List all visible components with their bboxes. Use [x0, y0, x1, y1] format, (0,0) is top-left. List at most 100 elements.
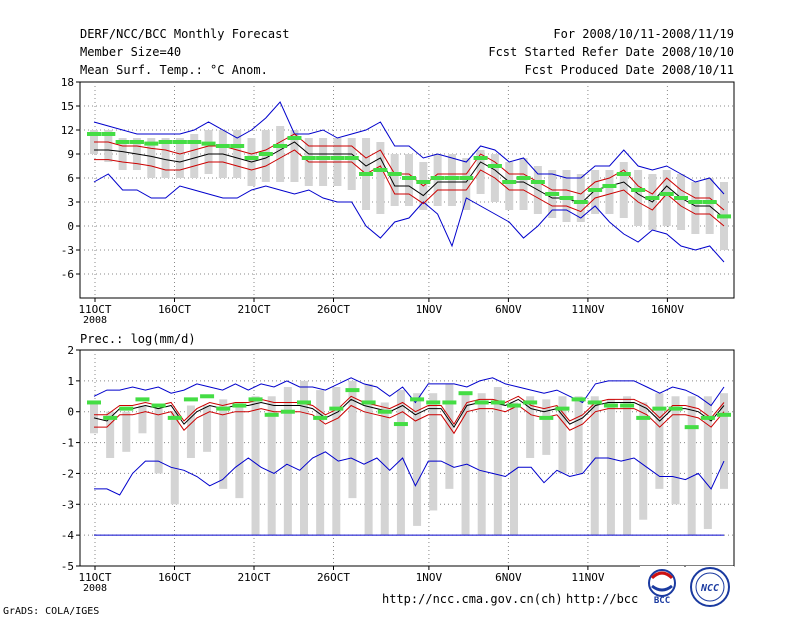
temp-xtick-label: 6NOV [495, 303, 522, 316]
temp-spread-bar [376, 142, 385, 214]
temp-obs-mark [559, 196, 574, 200]
temp-spread-bar [476, 150, 485, 194]
temperature-x-axis: 11OCT 16OCT 21OCT 26OCT 1NOV 6NOV 11NOV 16NOV 20… [78, 298, 684, 326]
temp-obs-mark [273, 144, 288, 148]
temp-obs-mark [215, 144, 230, 148]
precip-xtick-label: 26OCT [317, 571, 350, 584]
precip-observations [87, 388, 731, 430]
precip-spread-bar [510, 402, 518, 536]
precip-xtick-label: 6NOV [495, 571, 522, 584]
precip-obs-mark [717, 412, 731, 417]
precip-spread-bar [122, 411, 131, 452]
precip-spread-bar [203, 405, 212, 452]
precip-spread-bar [445, 383, 454, 489]
temp-spread-bar [576, 174, 585, 222]
temp-xtick-label: 1NOV [416, 303, 443, 316]
temp-obs-mark [645, 196, 660, 200]
chart-title: DERF/NCC/BCC Monthly Forecast [80, 27, 290, 41]
temp-spread-bar [605, 170, 614, 214]
precip-spread-bar [283, 387, 292, 536]
precip-spread-bar [429, 393, 438, 511]
temp-obs-mark [144, 141, 159, 146]
temp-ytick-label: -6 [61, 268, 74, 281]
member-size: Member Size=40 [80, 45, 181, 59]
bcc-url[interactable]: http://bcc.c [566, 592, 653, 606]
temp-ytick-label: 3 [67, 196, 74, 209]
grads-credit: GrADS: COLA/IGES [3, 606, 99, 617]
precip-obs-mark [636, 415, 651, 420]
temp-spread-bar [233, 130, 242, 178]
precip-xtick-label: 11OCT [78, 571, 111, 584]
precip-obs-mark [264, 412, 279, 417]
precip-obs-mark [523, 400, 538, 405]
precip-xtick-label: 21OCT [237, 571, 270, 584]
forecast-period: For 2008/10/11-2008/11/19 [553, 27, 734, 41]
ncc-url[interactable]: http://ncc.cma.gov.cn(ch) [382, 592, 563, 606]
precip-obs-mark [248, 397, 263, 402]
temperature-y-axis: 18 15 12 9 6 3 0 -3 -6 [61, 76, 80, 281]
precip-obs-mark [700, 415, 715, 420]
ncc-logo: NCC [686, 566, 734, 608]
temp-obs-mark [244, 156, 259, 160]
precip-spread-bar [413, 393, 422, 526]
temp-lower-red-line [94, 149, 725, 227]
precip-spread-bar [396, 390, 405, 536]
temp-obs-mark [287, 136, 302, 140]
precip-spread-bar [655, 393, 664, 489]
precip-ytick-label: 0 [67, 406, 74, 419]
temp-obs-mark [502, 180, 517, 184]
temp-mean-line [94, 141, 725, 219]
temp-spread-bar [662, 170, 671, 226]
temp-obs-mark [430, 176, 445, 180]
precip-obs-mark [135, 397, 150, 402]
precip-y-axis: 2 1 0 -1 -2 -3 -4 -5 [61, 344, 80, 573]
temp-obs-mark [158, 140, 173, 144]
temp-year-label: 2008 [83, 315, 107, 326]
temp-spread-bar [104, 130, 113, 162]
temp-obs-mark [444, 176, 459, 180]
precip-spread-bar [300, 380, 308, 536]
precip-obs-mark [603, 403, 618, 408]
precip-obs-mark [490, 400, 505, 405]
temp-xtick-label: 16NOV [651, 303, 684, 316]
precip-spread-bar [526, 396, 535, 458]
temp-obs-mark [87, 132, 101, 136]
temp-obs-mark [573, 200, 588, 204]
temp-obs-mark [402, 176, 416, 180]
temp-ytick-label: 18 [61, 76, 74, 89]
precip-spread-bar [316, 390, 325, 536]
temp-spread-bar [677, 174, 686, 230]
temp-spread-bar [161, 138, 170, 178]
precip-spread-bar [364, 383, 373, 536]
temp-ytick-label: 12 [61, 124, 74, 137]
temp-obs-mark [115, 140, 130, 144]
precip-obs-mark [410, 397, 425, 402]
temp-obs-mark [602, 184, 617, 188]
temp-spread-bar [175, 138, 184, 178]
precip-spread-bar [90, 402, 98, 434]
temp-obs-mark [101, 132, 116, 136]
precip-spread-bar [590, 396, 599, 536]
precip-xtick-label: 11NOV [571, 571, 604, 584]
precip-lower-red-line [94, 404, 725, 435]
temp-obs-mark [487, 164, 502, 168]
temp-obs-mark [344, 156, 359, 160]
variable-label: Mean Surf. Temp.: °C Anom. [80, 63, 268, 77]
precip-spread-bar [720, 393, 728, 489]
precip-spread-bar [106, 411, 115, 458]
temp-obs-mark [330, 156, 345, 160]
precip-obs-mark [216, 406, 231, 411]
temp-xtick-label: 11OCT [78, 303, 111, 316]
temperature-observations [87, 132, 731, 219]
precip-obs-mark [587, 400, 602, 405]
temp-ytick-label: -3 [61, 244, 74, 257]
temp-obs-mark [459, 176, 474, 180]
temp-obs-mark [129, 140, 144, 144]
temp-spread-bar [691, 182, 700, 234]
temp-ytick-label: 6 [67, 172, 74, 185]
precip-obs-mark [297, 400, 311, 405]
temp-obs-mark [387, 172, 402, 176]
temp-obs-mark [373, 168, 388, 172]
precip-spread-bar [558, 396, 567, 474]
